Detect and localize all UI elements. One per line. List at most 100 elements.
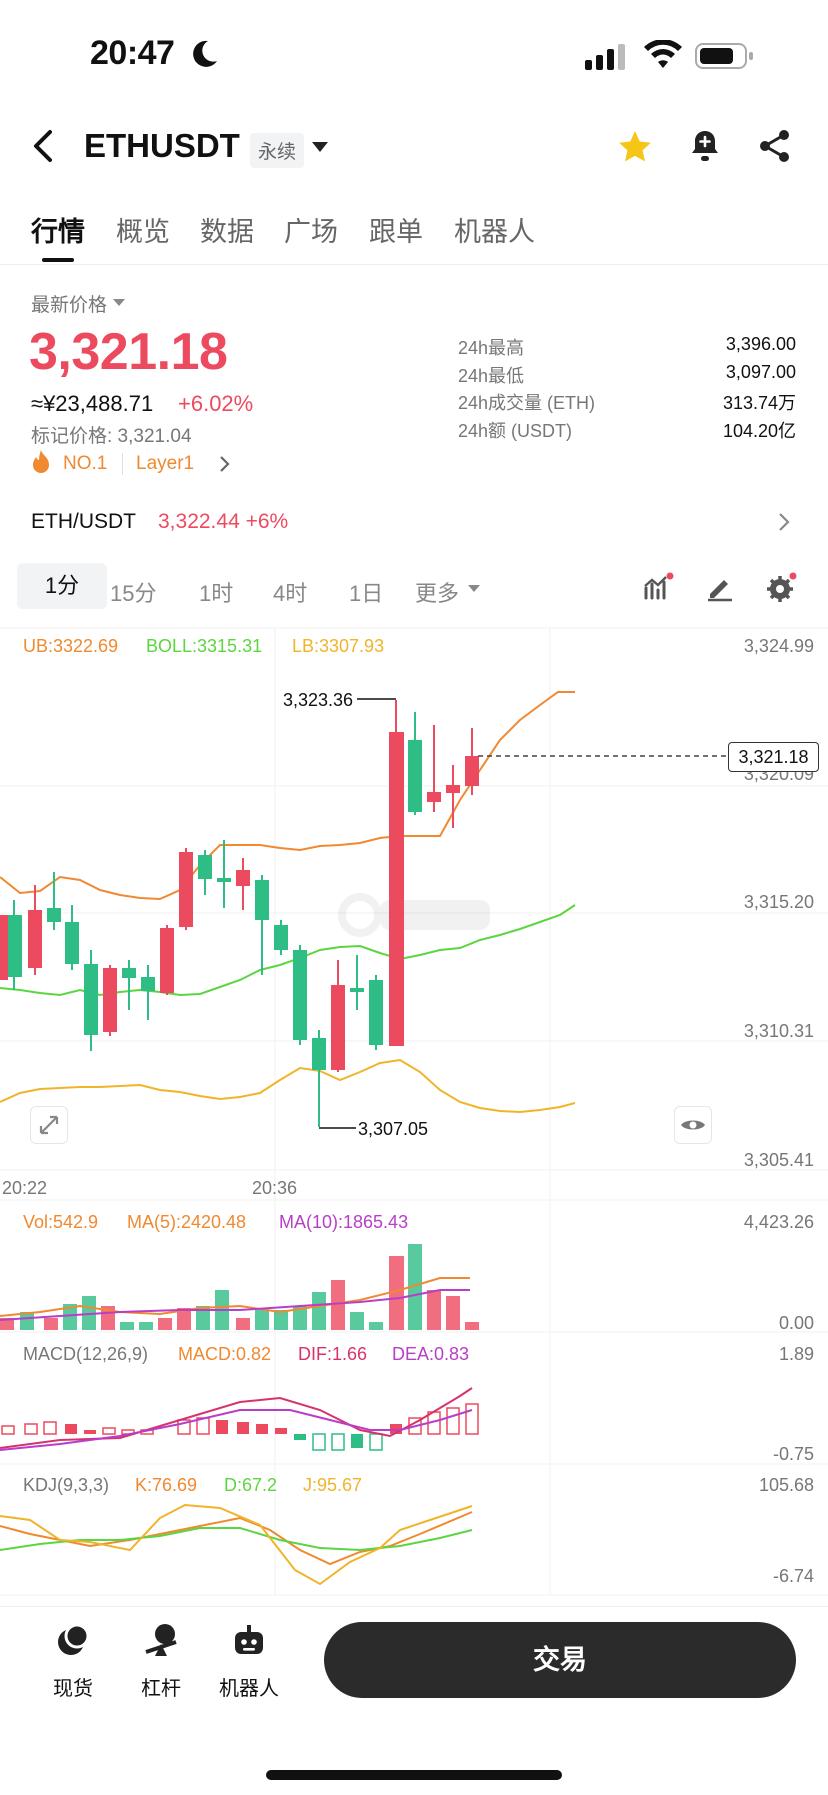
draw-pencil-icon[interactable]: [704, 572, 736, 604]
candle: [312, 1038, 326, 1070]
tab-data[interactable]: 数据: [200, 217, 254, 247]
vol-axis-label: 4,423.26: [743, 1212, 814, 1232]
favorite-star-icon[interactable]: [616, 128, 654, 166]
timeframe-4h[interactable]: 4时: [273, 581, 308, 606]
pair-title[interactable]: ETHUSDT: [84, 127, 240, 164]
last-price-tag: 3,321.18: [728, 742, 819, 772]
macd-dif-label: DIF:1.66: [298, 1344, 368, 1364]
candle: [465, 756, 479, 786]
sector-tag[interactable]: Layer1: [136, 453, 195, 474]
more-dropdown-icon[interactable]: [468, 585, 480, 592]
kdj-j-line: [0, 1503, 473, 1586]
candle: [350, 988, 364, 992]
low-annotation: 3,307.05: [358, 1119, 429, 1139]
fire-icon: [33, 450, 49, 473]
last-price: 3,321.18: [29, 323, 228, 381]
price-axis-label: 3,315.20: [743, 892, 814, 912]
vol-ma5-line: [0, 1277, 470, 1317]
boll-upper-line: [0, 691, 575, 901]
indicator-icon[interactable]: [642, 572, 674, 604]
rank-badge[interactable]: NO.1: [63, 453, 108, 474]
trade-button[interactable]: 交易: [324, 1622, 796, 1698]
nav-bot[interactable]: 机器人: [216, 1620, 282, 1710]
candle: [103, 968, 117, 1032]
timeframe-1m[interactable]: 1分: [17, 563, 107, 609]
chevron-right-icon[interactable]: [778, 512, 790, 532]
expand-icon: [39, 1115, 59, 1135]
price-change: +6.02%: [178, 391, 254, 416]
candle: [217, 878, 231, 882]
candle: [141, 977, 155, 991]
kline-chart[interactable]: [0, 622, 828, 1606]
candle: [255, 880, 269, 920]
spot-coins-icon: [58, 1623, 90, 1655]
nav-margin-label: 杠杆: [141, 1678, 181, 1700]
spot-pair-label[interactable]: ETH/USDT: [31, 510, 136, 533]
macd-dea-line: [0, 1409, 473, 1451]
candle: [28, 910, 42, 968]
timeframe-15m[interactable]: 15分: [110, 581, 157, 606]
latest-price-dropdown-icon[interactable]: [113, 299, 125, 306]
candle: [274, 925, 288, 950]
chart-grid: [0, 627, 828, 1596]
macd-value-label: MACD:0.82: [178, 1344, 272, 1364]
candle: [8, 915, 22, 977]
candle: [198, 855, 212, 879]
price-axis-label: 3,310.31: [743, 1021, 814, 1041]
fullscreen-button[interactable]: [30, 1106, 68, 1144]
price-axis-label: 3,324.99: [743, 636, 814, 656]
kdj-axis-label: 105.68: [758, 1475, 814, 1495]
share-icon[interactable]: [758, 128, 792, 164]
boll-ub-label: UB:3322.69: [23, 636, 119, 656]
vol-axis-label: 0.00: [778, 1313, 814, 1333]
timeframe-1d[interactable]: 1日: [349, 581, 384, 606]
candle: [179, 852, 193, 927]
boll-mid-label: BOLL:3315.31: [146, 636, 263, 656]
tab-overview[interactable]: 概览: [116, 217, 170, 247]
settings-gear-icon[interactable]: [765, 572, 797, 604]
add-alert-bell-icon[interactable]: [688, 128, 722, 164]
pair-dropdown-icon[interactable]: [312, 142, 328, 152]
timeframe-more[interactable]: 更多: [415, 581, 460, 606]
spot-pair-price[interactable]: 3,322.44 +6%: [158, 510, 288, 534]
candle: [0, 915, 8, 980]
candle: [427, 792, 441, 802]
candle: [293, 950, 307, 1040]
vol-ma5-label: MA(5):2420.48: [127, 1212, 247, 1232]
stat-24h-turnover-value: 104.20亿: [722, 421, 796, 441]
spot-change-value: +6%: [245, 510, 289, 533]
toggle-visibility-button[interactable]: [674, 1106, 712, 1144]
time-axis-label: 20:36: [252, 1178, 298, 1198]
vol-label: Vol:542.9: [23, 1212, 99, 1232]
candle: [369, 980, 383, 1045]
stat-24h-low-label: 24h最低: [458, 366, 525, 386]
status-time: 20:47: [90, 34, 175, 72]
robot-icon: [235, 1625, 263, 1654]
kdj-d-line: [0, 1527, 473, 1552]
spot-price-value: 3,322.44: [158, 510, 240, 533]
macd-axis-label: -0.75: [772, 1444, 814, 1464]
home-indicator[interactable]: [266, 1770, 562, 1780]
tab-square[interactable]: 广场: [284, 217, 338, 247]
volume-bars: [0, 1244, 479, 1330]
stat-24h-high-value: 3,396.00: [725, 334, 796, 354]
candle: [408, 740, 422, 812]
nav-spot[interactable]: 现货: [40, 1620, 106, 1710]
cny-price: ≈¥23,488.71: [31, 391, 154, 416]
latest-price-label[interactable]: 最新价格: [31, 295, 108, 316]
candle: [84, 964, 98, 1035]
back-icon[interactable]: [28, 128, 58, 164]
candle: [236, 870, 250, 886]
tab-market[interactable]: 行情: [31, 217, 85, 247]
stat-24h-low-value: 3,097.00: [725, 362, 796, 382]
tab-copy-trade[interactable]: 跟单: [369, 217, 423, 247]
candle: [122, 968, 136, 978]
tab-bot[interactable]: 机器人: [454, 217, 535, 247]
timeframe-1h[interactable]: 1时: [199, 581, 234, 606]
candles: [0, 700, 479, 1127]
nav-spot-label: 现货: [53, 1678, 93, 1700]
candle: [160, 928, 174, 993]
nav-margin[interactable]: 杠杆: [128, 1620, 194, 1710]
macd-dif-line: [0, 1387, 473, 1449]
chevron-right-icon[interactable]: [219, 455, 231, 473]
